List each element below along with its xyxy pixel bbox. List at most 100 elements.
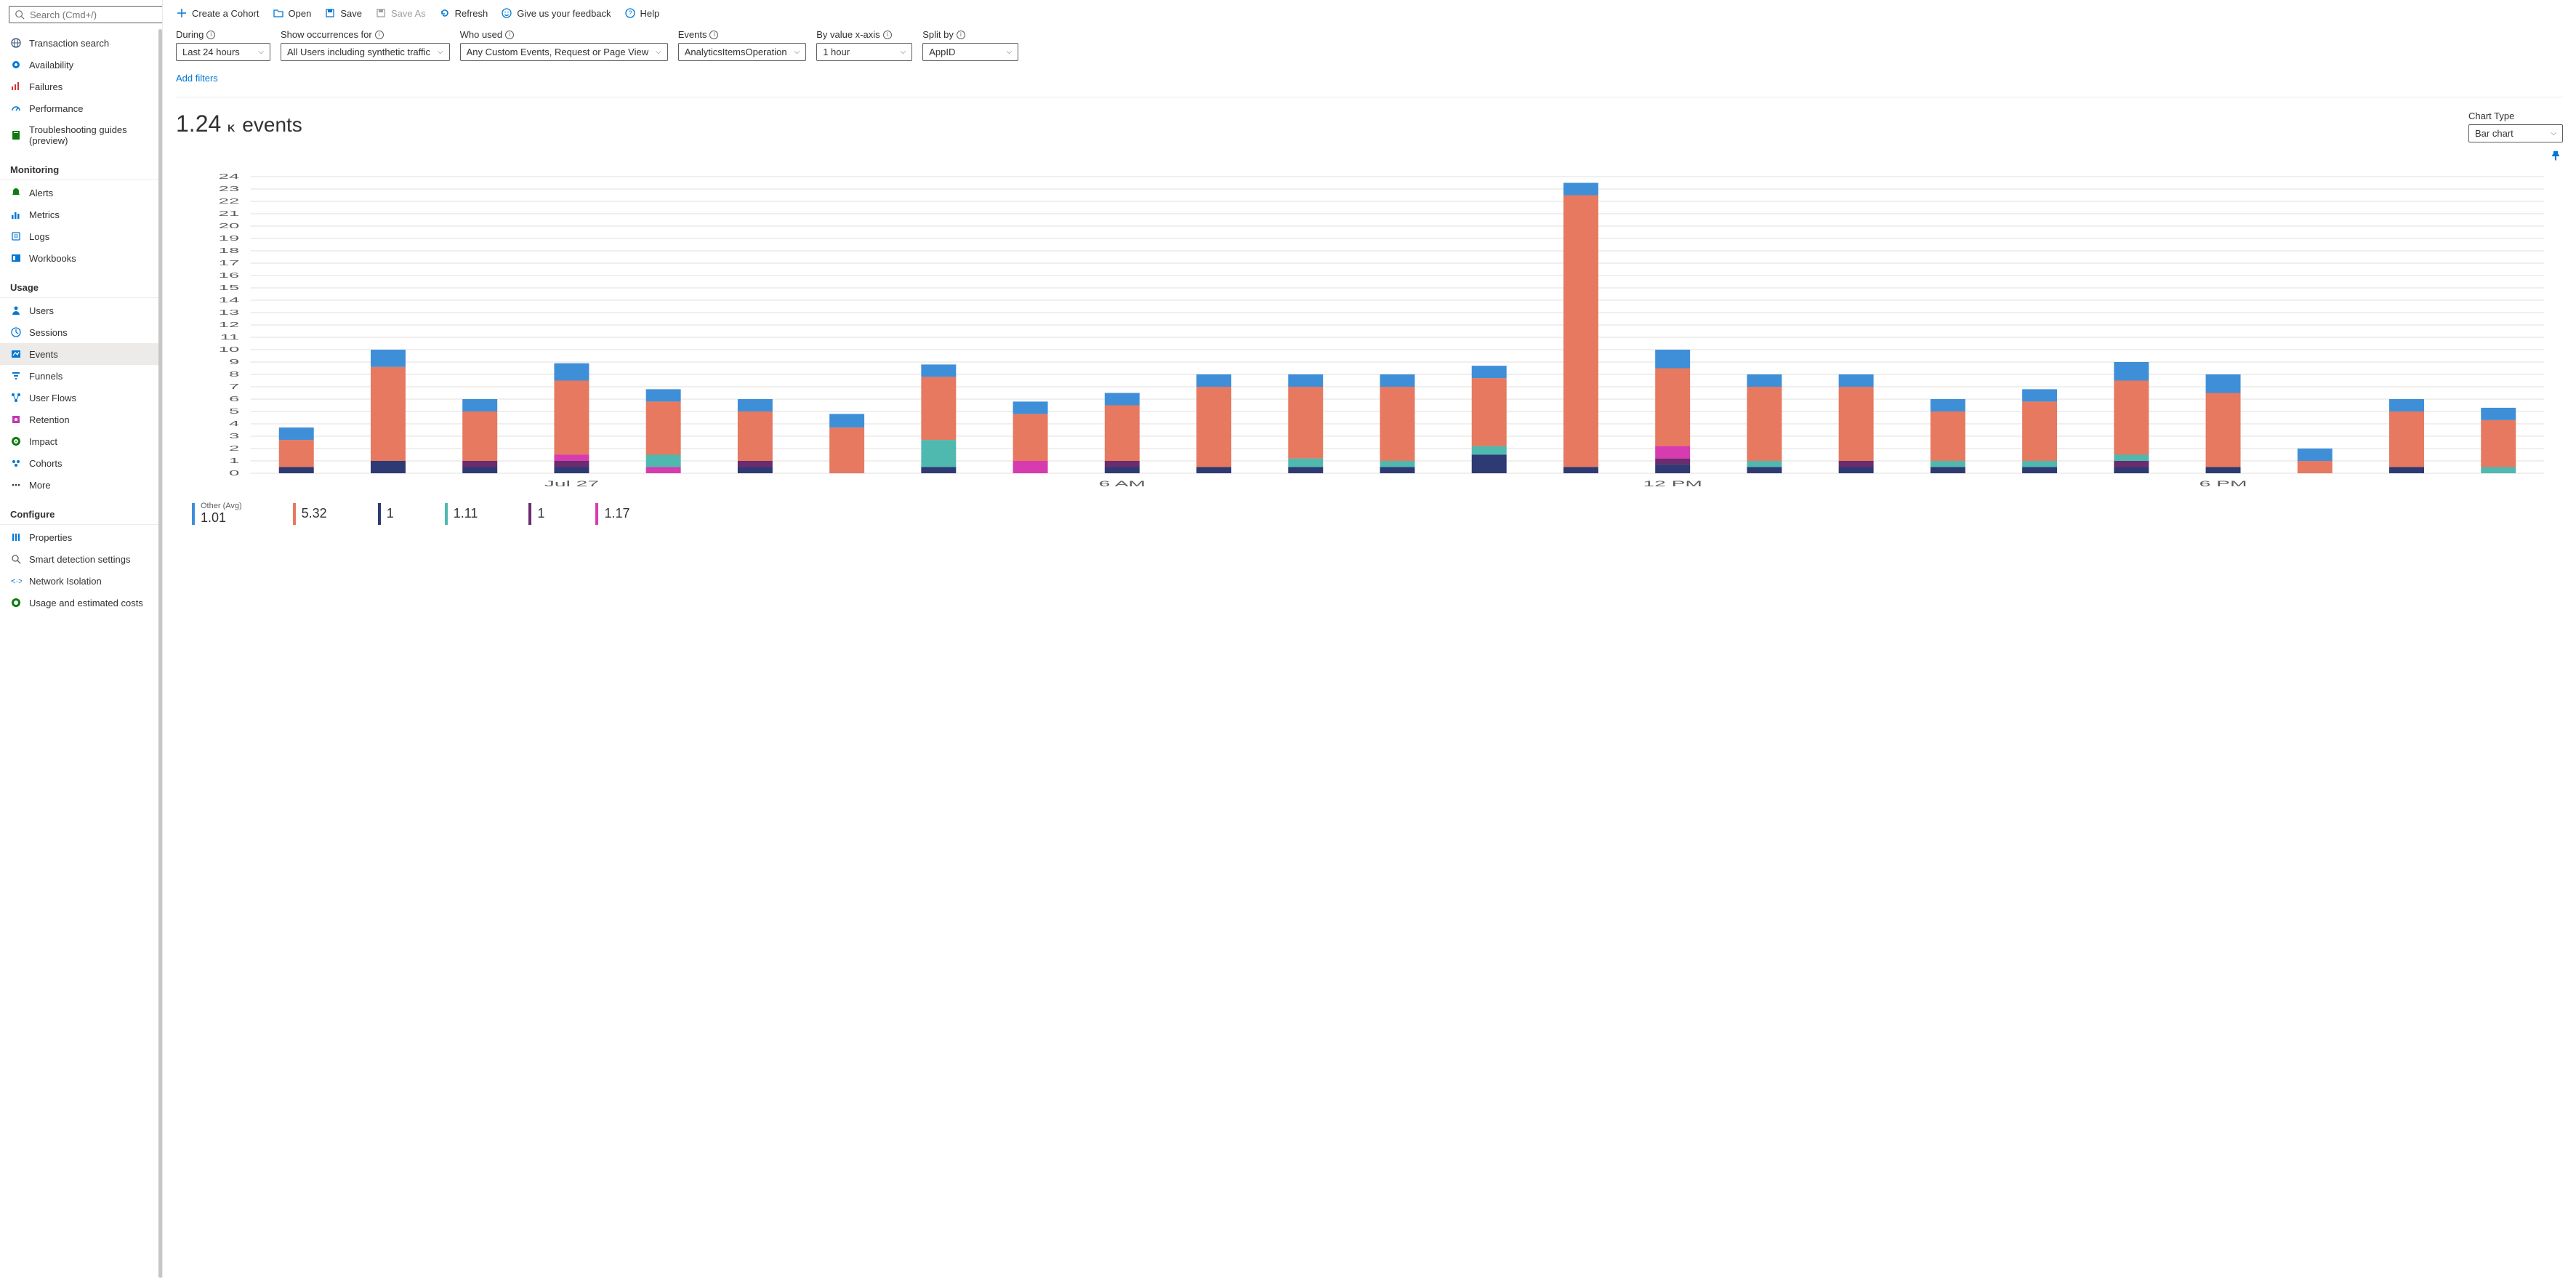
chevron-down-icon: ⌵ <box>794 48 800 56</box>
create-a-cohort-button[interactable]: Create a Cohort <box>176 7 259 19</box>
legend-color-swatch <box>192 503 195 525</box>
filter-split-by-dropdown[interactable]: AppID ⌵ <box>922 43 1018 61</box>
smart-icon <box>10 553 22 565</box>
filter-label: Who used i <box>460 29 668 40</box>
legend-label: Other (Avg) <box>201 502 242 510</box>
filter-who-used-dropdown[interactable]: Any Custom Events, Request or Page View⌵ <box>460 43 668 61</box>
svg-text:24: 24 <box>219 172 240 180</box>
sidebar-item-workbooks[interactable]: Workbooks <box>0 247 162 269</box>
tool-label: Save <box>340 8 362 19</box>
sidebar-item-funnels[interactable]: Funnels <box>0 365 162 387</box>
sidebar-item-metrics[interactable]: Metrics <box>0 204 162 225</box>
sidebar-item-label: Smart detection settings <box>29 554 130 565</box>
search-input[interactable] <box>30 9 158 20</box>
sidebar-item-label: Cohorts <box>29 458 63 469</box>
sidebar-item-transaction-search[interactable]: Transaction search <box>0 32 162 54</box>
svg-text:19: 19 <box>219 234 240 242</box>
gauge-icon <box>10 103 22 114</box>
sidebar-item-properties[interactable]: Properties <box>0 526 162 548</box>
give-us-your-feedback-button[interactable]: Give us your feedback <box>501 7 611 19</box>
tool-label: Refresh <box>455 8 488 19</box>
chart-type-dropdown[interactable]: Bar chart ⌵ <box>2468 124 2563 142</box>
sidebar-item-cohorts[interactable]: Cohorts <box>0 452 162 474</box>
refresh-button[interactable]: Refresh <box>439 7 488 19</box>
svg-text:23: 23 <box>219 185 240 193</box>
nav-section-title: Usage <box>0 275 162 298</box>
filter-during-dropdown[interactable]: Last 24 hours⌵ <box>176 43 270 61</box>
person-icon <box>10 305 22 316</box>
svg-text:3: 3 <box>229 432 239 440</box>
sidebar-scrollbar[interactable] <box>158 29 162 1278</box>
add-filters-link[interactable]: Add filters <box>176 73 218 84</box>
info-icon[interactable]: i <box>957 31 965 39</box>
sidebar-item-failures[interactable]: Failures <box>0 76 162 97</box>
svg-text:1: 1 <box>229 457 239 465</box>
info-icon[interactable]: i <box>375 31 384 39</box>
sidebar-item-troubleshooting-guides-preview-[interactable]: Troubleshooting guides (preview) <box>0 119 162 151</box>
legend-value: 5.32 <box>302 506 327 521</box>
sidebar-item-usage-and-estimated-costs[interactable]: Usage and estimated costs <box>0 592 162 614</box>
info-icon[interactable]: i <box>505 31 514 39</box>
legend-color-swatch <box>595 503 598 525</box>
sidebar-item-network-isolation[interactable]: <·>Network Isolation <box>0 570 162 592</box>
filter-by-value-x-axis-dropdown[interactable]: 1 hour⌵ <box>816 43 912 61</box>
svg-text:14: 14 <box>219 296 240 304</box>
svg-text:15: 15 <box>219 284 240 292</box>
legend-item: 1.17 <box>595 502 629 526</box>
svg-text:8: 8 <box>229 370 239 378</box>
clock-icon <box>10 326 22 338</box>
open-button[interactable]: Open <box>273 7 312 19</box>
sidebar-item-smart-detection-settings[interactable]: Smart detection settings <box>0 548 162 570</box>
summary-count: 1.24 K events <box>176 110 302 137</box>
sidebar-item-performance[interactable]: Performance <box>0 97 162 119</box>
svg-text:4: 4 <box>229 419 239 427</box>
retention-icon <box>10 414 22 425</box>
sidebar-item-user-flows[interactable]: User Flows <box>0 387 162 409</box>
sidebar-item-sessions[interactable]: Sessions <box>0 321 162 343</box>
svg-text:17: 17 <box>219 259 240 267</box>
filter-show-occurrences-for-dropdown[interactable]: All Users including synthetic traffic⌵ <box>281 43 450 61</box>
filter-label: During i <box>176 29 270 40</box>
bell-icon <box>10 187 22 198</box>
help-button[interactable]: ?Help <box>624 7 660 19</box>
props-icon <box>10 531 22 543</box>
sidebar-item-logs[interactable]: Logs <box>0 225 162 247</box>
funnel-icon <box>10 370 22 382</box>
bars-red-icon <box>10 81 22 92</box>
save-icon <box>324 7 336 19</box>
dropdown-value: AppID <box>929 47 955 57</box>
sidebar-item-label: Troubleshooting guides (preview) <box>29 124 152 146</box>
info-icon[interactable]: i <box>709 31 718 39</box>
filter-label: Show occurrences for i <box>281 29 450 40</box>
workbook-icon <box>10 252 22 264</box>
save-as-button: Save As <box>375 7 426 19</box>
chart-type-label: Chart Type <box>2468 110 2563 121</box>
sidebar-item-retention[interactable]: Retention <box>0 409 162 430</box>
tool-label: Open <box>289 8 312 19</box>
sidebar-item-label: User Flows <box>29 393 76 403</box>
sidebar-item-events[interactable]: Events <box>0 343 162 365</box>
main-content: Create a Cohort Open Save Save As Refresh Giv… <box>163 0 2576 1278</box>
chevron-down-icon: ⌵ <box>1007 48 1013 56</box>
book-icon <box>10 129 22 141</box>
more-icon <box>10 479 22 491</box>
sidebar-item-label: Transaction search <box>29 38 109 49</box>
sidebar-item-alerts[interactable]: Alerts <box>0 182 162 204</box>
search-input-wrapper[interactable] <box>9 6 163 23</box>
pin-icon[interactable] <box>2550 150 2561 164</box>
info-icon[interactable]: i <box>883 31 892 39</box>
sidebar-item-more[interactable]: More <box>0 474 162 496</box>
svg-text:13: 13 <box>219 308 240 316</box>
info-icon[interactable]: i <box>206 31 215 39</box>
sidebar-item-users[interactable]: Users <box>0 300 162 321</box>
dropdown-value: All Users including synthetic traffic <box>287 47 430 57</box>
svg-text:Jul 27: Jul 27 <box>544 479 599 488</box>
sidebar-item-label: Funnels <box>29 371 63 382</box>
save-button[interactable]: Save <box>324 7 362 19</box>
filter-events-dropdown[interactable]: AnalyticsItemsOperation⌵ <box>678 43 807 61</box>
sidebar-item-label: Alerts <box>29 188 53 198</box>
legend-value: 1.11 <box>454 506 478 521</box>
sidebar-item-impact[interactable]: Impact <box>0 430 162 452</box>
sidebar-item-availability[interactable]: Availability <box>0 54 162 76</box>
smile-icon <box>501 7 512 19</box>
